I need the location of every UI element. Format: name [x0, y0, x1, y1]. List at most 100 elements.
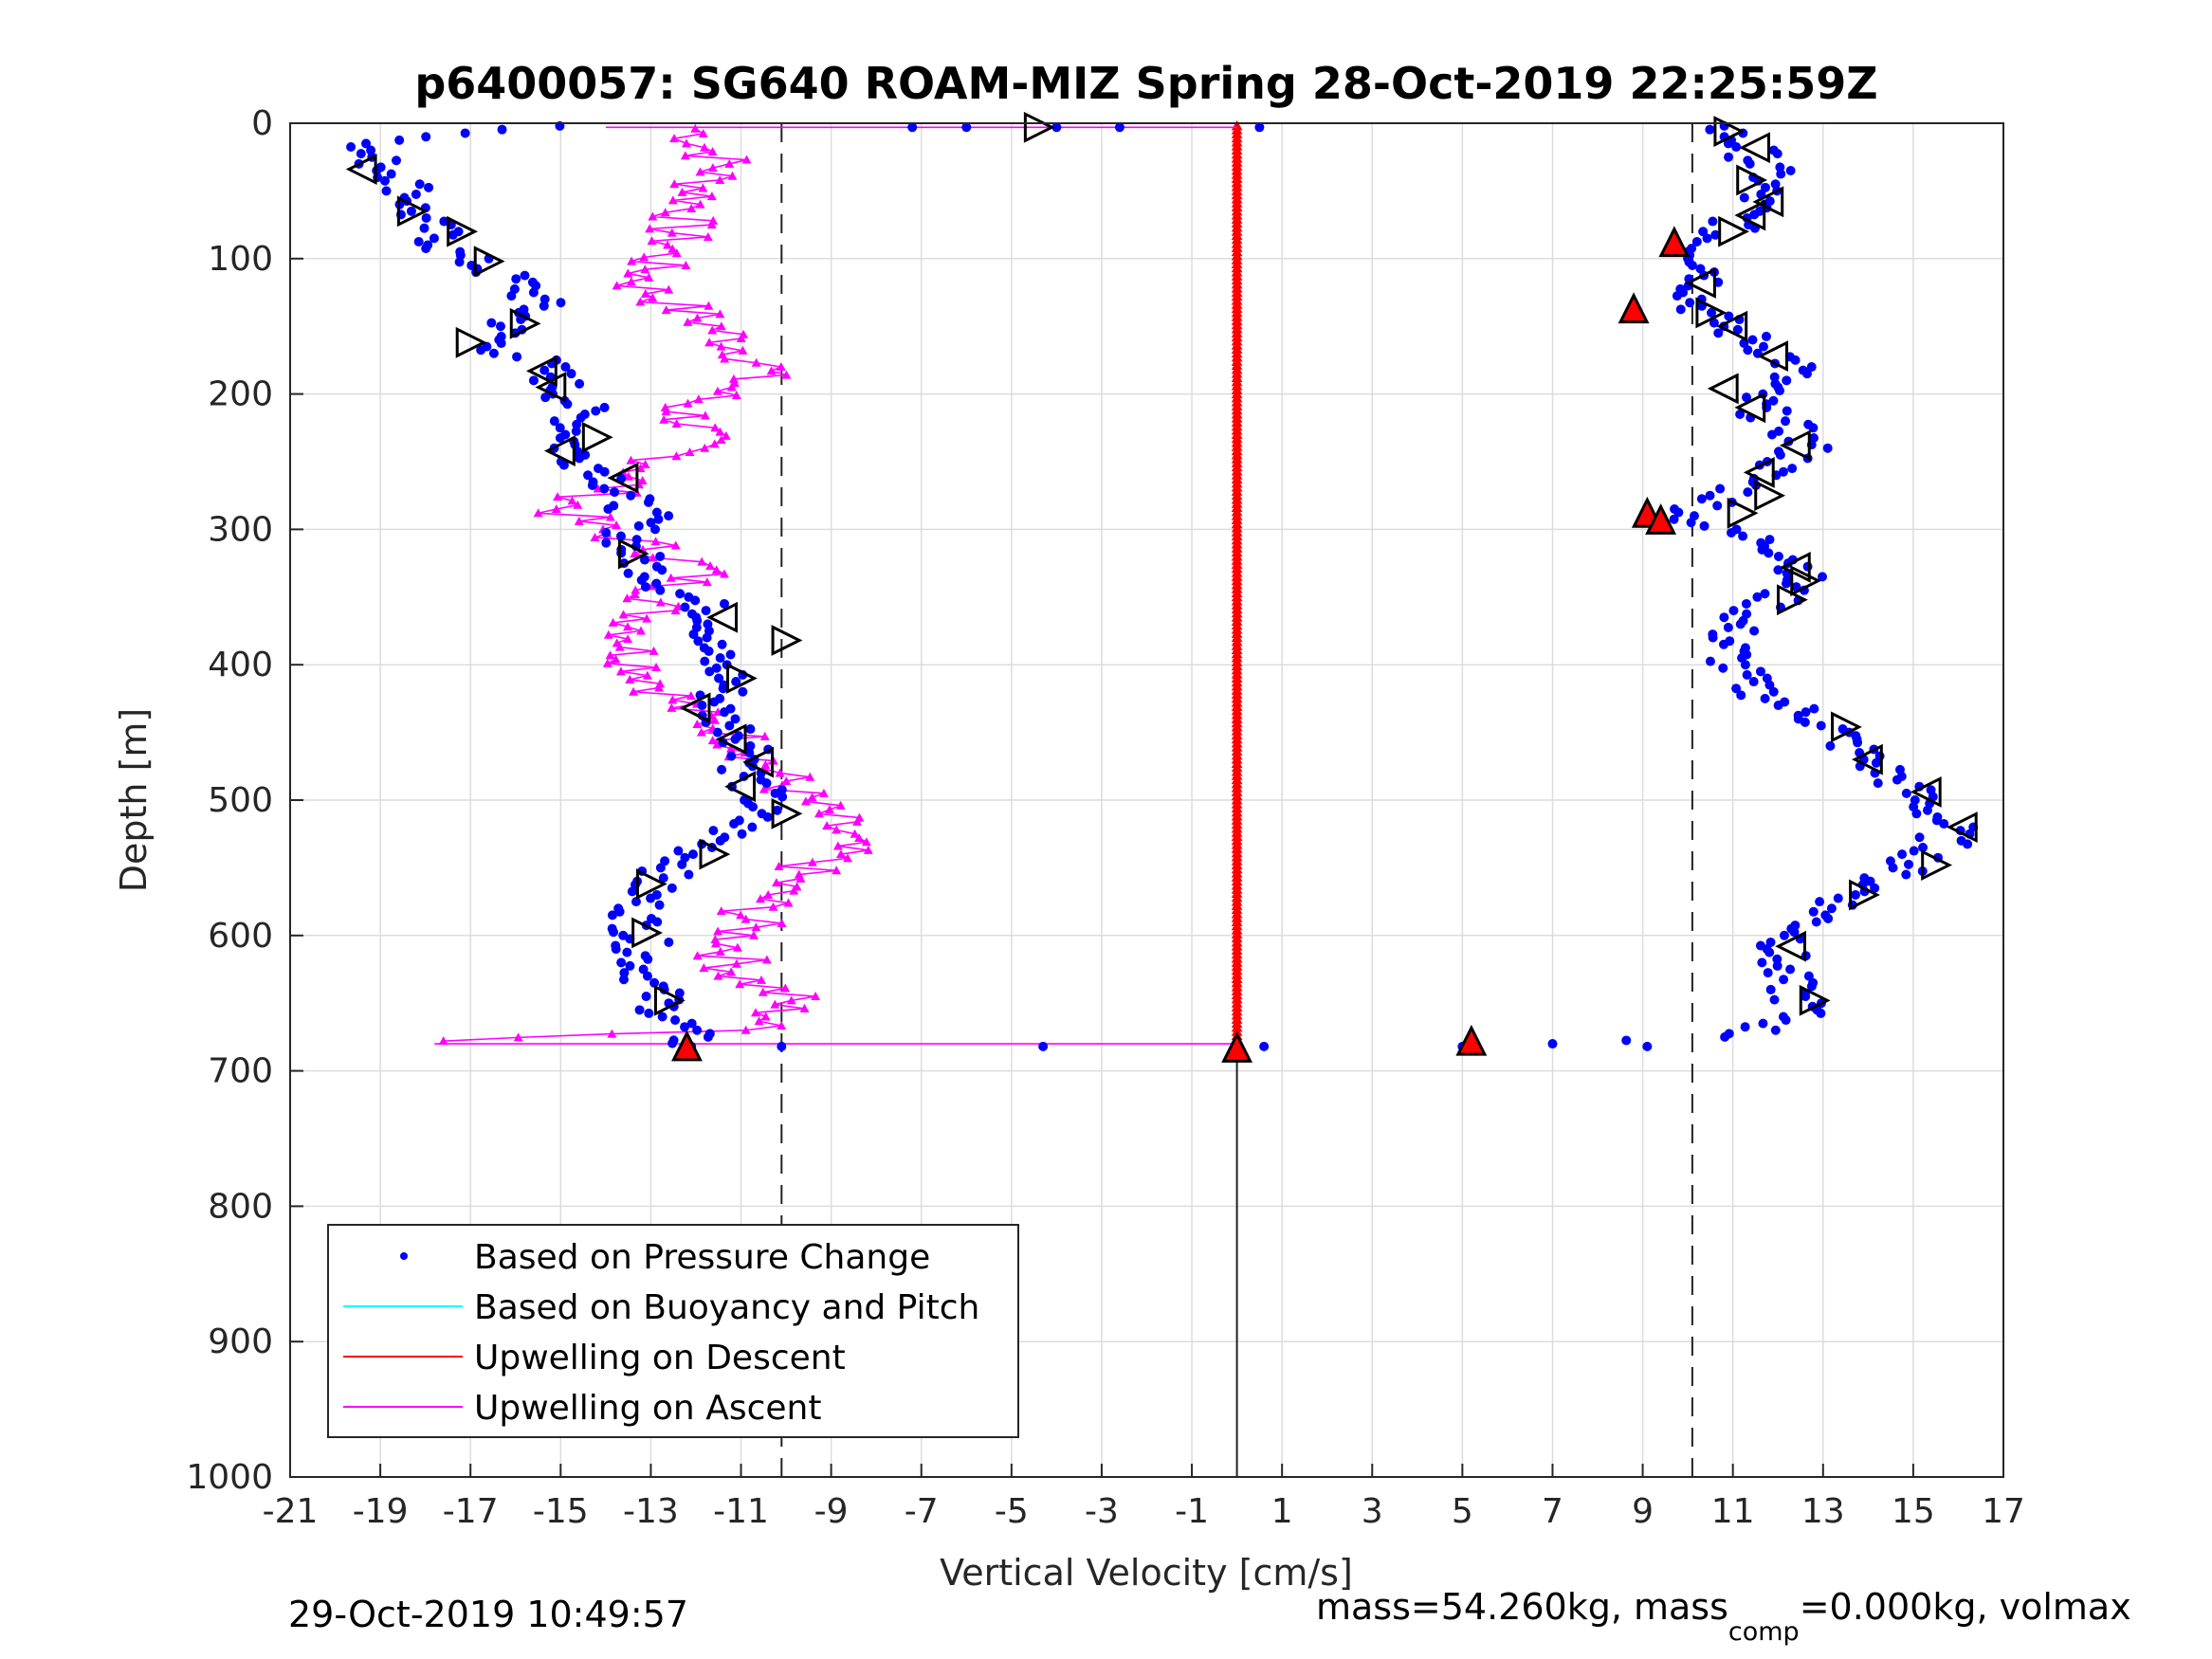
pressure-change-point: [424, 182, 434, 192]
pressure-change-point: [1764, 548, 1774, 558]
ascent-upwelling-marker: [639, 252, 649, 262]
ascent-upwelling-marker: [626, 455, 636, 465]
pressure-change-point: [1731, 141, 1742, 152]
ascent-upwelling-marker: [751, 922, 761, 932]
pressure-change-point: [1901, 869, 1911, 880]
ascent-upwelling-marker: [710, 939, 721, 948]
pressure-change-point: [1781, 1015, 1791, 1026]
pressure-change-point: [476, 345, 486, 356]
ascent-upwelling-marker: [630, 549, 640, 558]
pressure-change-point: [1888, 863, 1898, 873]
ascent-upwelling-marker: [692, 313, 703, 322]
pressure-change-point: [715, 835, 725, 846]
ascent-upwelling-marker: [707, 325, 718, 335]
x-tick-label: -19: [353, 1492, 409, 1531]
pressure-change-point: [421, 132, 431, 142]
pressure-change-point: [599, 402, 610, 412]
ascent-upwelling-marker: [704, 301, 714, 310]
pressure-change-point: [1642, 1041, 1653, 1051]
pressure-change-point: [528, 375, 539, 386]
pressure-change-point: [1685, 298, 1695, 308]
pressure-change-point: [1705, 490, 1715, 501]
x-tick-label: -5: [995, 1492, 1029, 1531]
pressure-change-point: [1909, 846, 1919, 856]
pressure-change-point: [1547, 1039, 1558, 1049]
pressure-change-point: [644, 1008, 654, 1018]
pressure-change-point: [1691, 236, 1702, 246]
pressure-change-point: [1709, 318, 1719, 328]
pressure-change-point: [692, 615, 703, 626]
ascent-upwelling-marker: [716, 435, 726, 445]
ascent-upwelling-marker: [863, 845, 873, 854]
pressure-change-point: [657, 1012, 667, 1022]
pressure-change-point: [714, 673, 724, 684]
ascent-upwelling-marker: [642, 670, 652, 680]
pressure-change-point: [700, 656, 710, 666]
open-right-triangle-marker: [1790, 565, 1822, 597]
pressure-change-point: [1713, 328, 1724, 338]
ascent-upwelling-marker: [677, 187, 687, 196]
pressure-change-point: [703, 1031, 713, 1042]
ascent-upwelling-marker: [707, 736, 718, 745]
ascent-upwelling-marker: [648, 293, 658, 302]
ascent-upwelling-marker: [726, 967, 737, 976]
pressure-change-point: [747, 822, 758, 832]
ascent-upwelling-marker: [627, 256, 637, 265]
pressure-change-point: [601, 527, 612, 538]
pressure-change-point: [572, 419, 582, 429]
ascent-upwelling-marker: [735, 979, 745, 989]
pressure-change-point: [726, 751, 737, 761]
pressure-change-point: [560, 362, 571, 373]
pressure-change-point: [439, 216, 449, 227]
ascent-upwelling-marker: [513, 1032, 523, 1042]
ascent-upwelling-marker: [553, 492, 563, 501]
pressure-change-point: [1708, 216, 1718, 227]
pressure-change-point: [429, 233, 439, 244]
ascent-upwelling-marker: [716, 906, 726, 916]
pressure-change-point: [540, 392, 551, 403]
pressure-change-point: [1772, 954, 1782, 964]
open-right-triangle-marker: [1754, 480, 1786, 512]
pressure-change-point: [1696, 494, 1707, 504]
pressure-change-point: [1686, 518, 1696, 528]
ascent-upwelling-marker: [618, 610, 629, 619]
pressure-change-point: [1892, 775, 1902, 785]
ascent-upwelling-marker: [781, 776, 792, 786]
ascent-upwelling-marker: [683, 398, 693, 408]
pressure-change-point: [406, 206, 416, 216]
ascent-upwelling-marker: [832, 825, 842, 834]
pressure-change-point: [1038, 1041, 1049, 1051]
open-left-triangle-marker: [1734, 392, 1766, 424]
ascent-upwelling-marker: [631, 585, 641, 594]
ascent-upwelling-marker: [850, 829, 860, 838]
ascent-upwelling-marker: [716, 341, 726, 351]
pressure-change-point: [1732, 324, 1743, 335]
pressure-change-point: [702, 632, 712, 643]
open-left-triangle-marker: [1685, 267, 1716, 299]
x-tick-label: -21: [263, 1492, 319, 1531]
pressure-change-point: [1963, 839, 1973, 849]
ascent-upwelling-marker: [814, 809, 824, 818]
pressure-change-point: [1782, 375, 1792, 386]
ascent-upwelling-marker: [635, 297, 646, 306]
ascent-upwelling-marker: [660, 402, 670, 411]
open-left-triangle-marker: [1743, 456, 1775, 488]
ascent-upwelling-marker: [707, 163, 718, 173]
pressure-change-point: [1801, 369, 1812, 379]
pressure-change-point: [622, 947, 632, 957]
legend-label-pressure: Based on Pressure Change: [474, 1238, 930, 1277]
pressure-change-point: [673, 846, 684, 856]
pressure-change-point: [641, 992, 651, 1002]
ascent-upwelling-marker: [645, 224, 655, 233]
open-left-triangle-marker: [1779, 551, 1811, 583]
pressure-change-point: [1785, 964, 1796, 975]
ascent-upwelling-marker: [660, 208, 670, 217]
pressure-change-point: [704, 666, 715, 677]
ascent-upwelling-marker: [755, 894, 765, 903]
ascent-upwelling-marker: [720, 354, 730, 363]
open-left-triangle-marker: [543, 435, 576, 467]
red-filled-triangle-marker: [1221, 1030, 1253, 1063]
x-tick-label: -9: [814, 1492, 849, 1531]
pressure-change-point: [1775, 386, 1785, 396]
